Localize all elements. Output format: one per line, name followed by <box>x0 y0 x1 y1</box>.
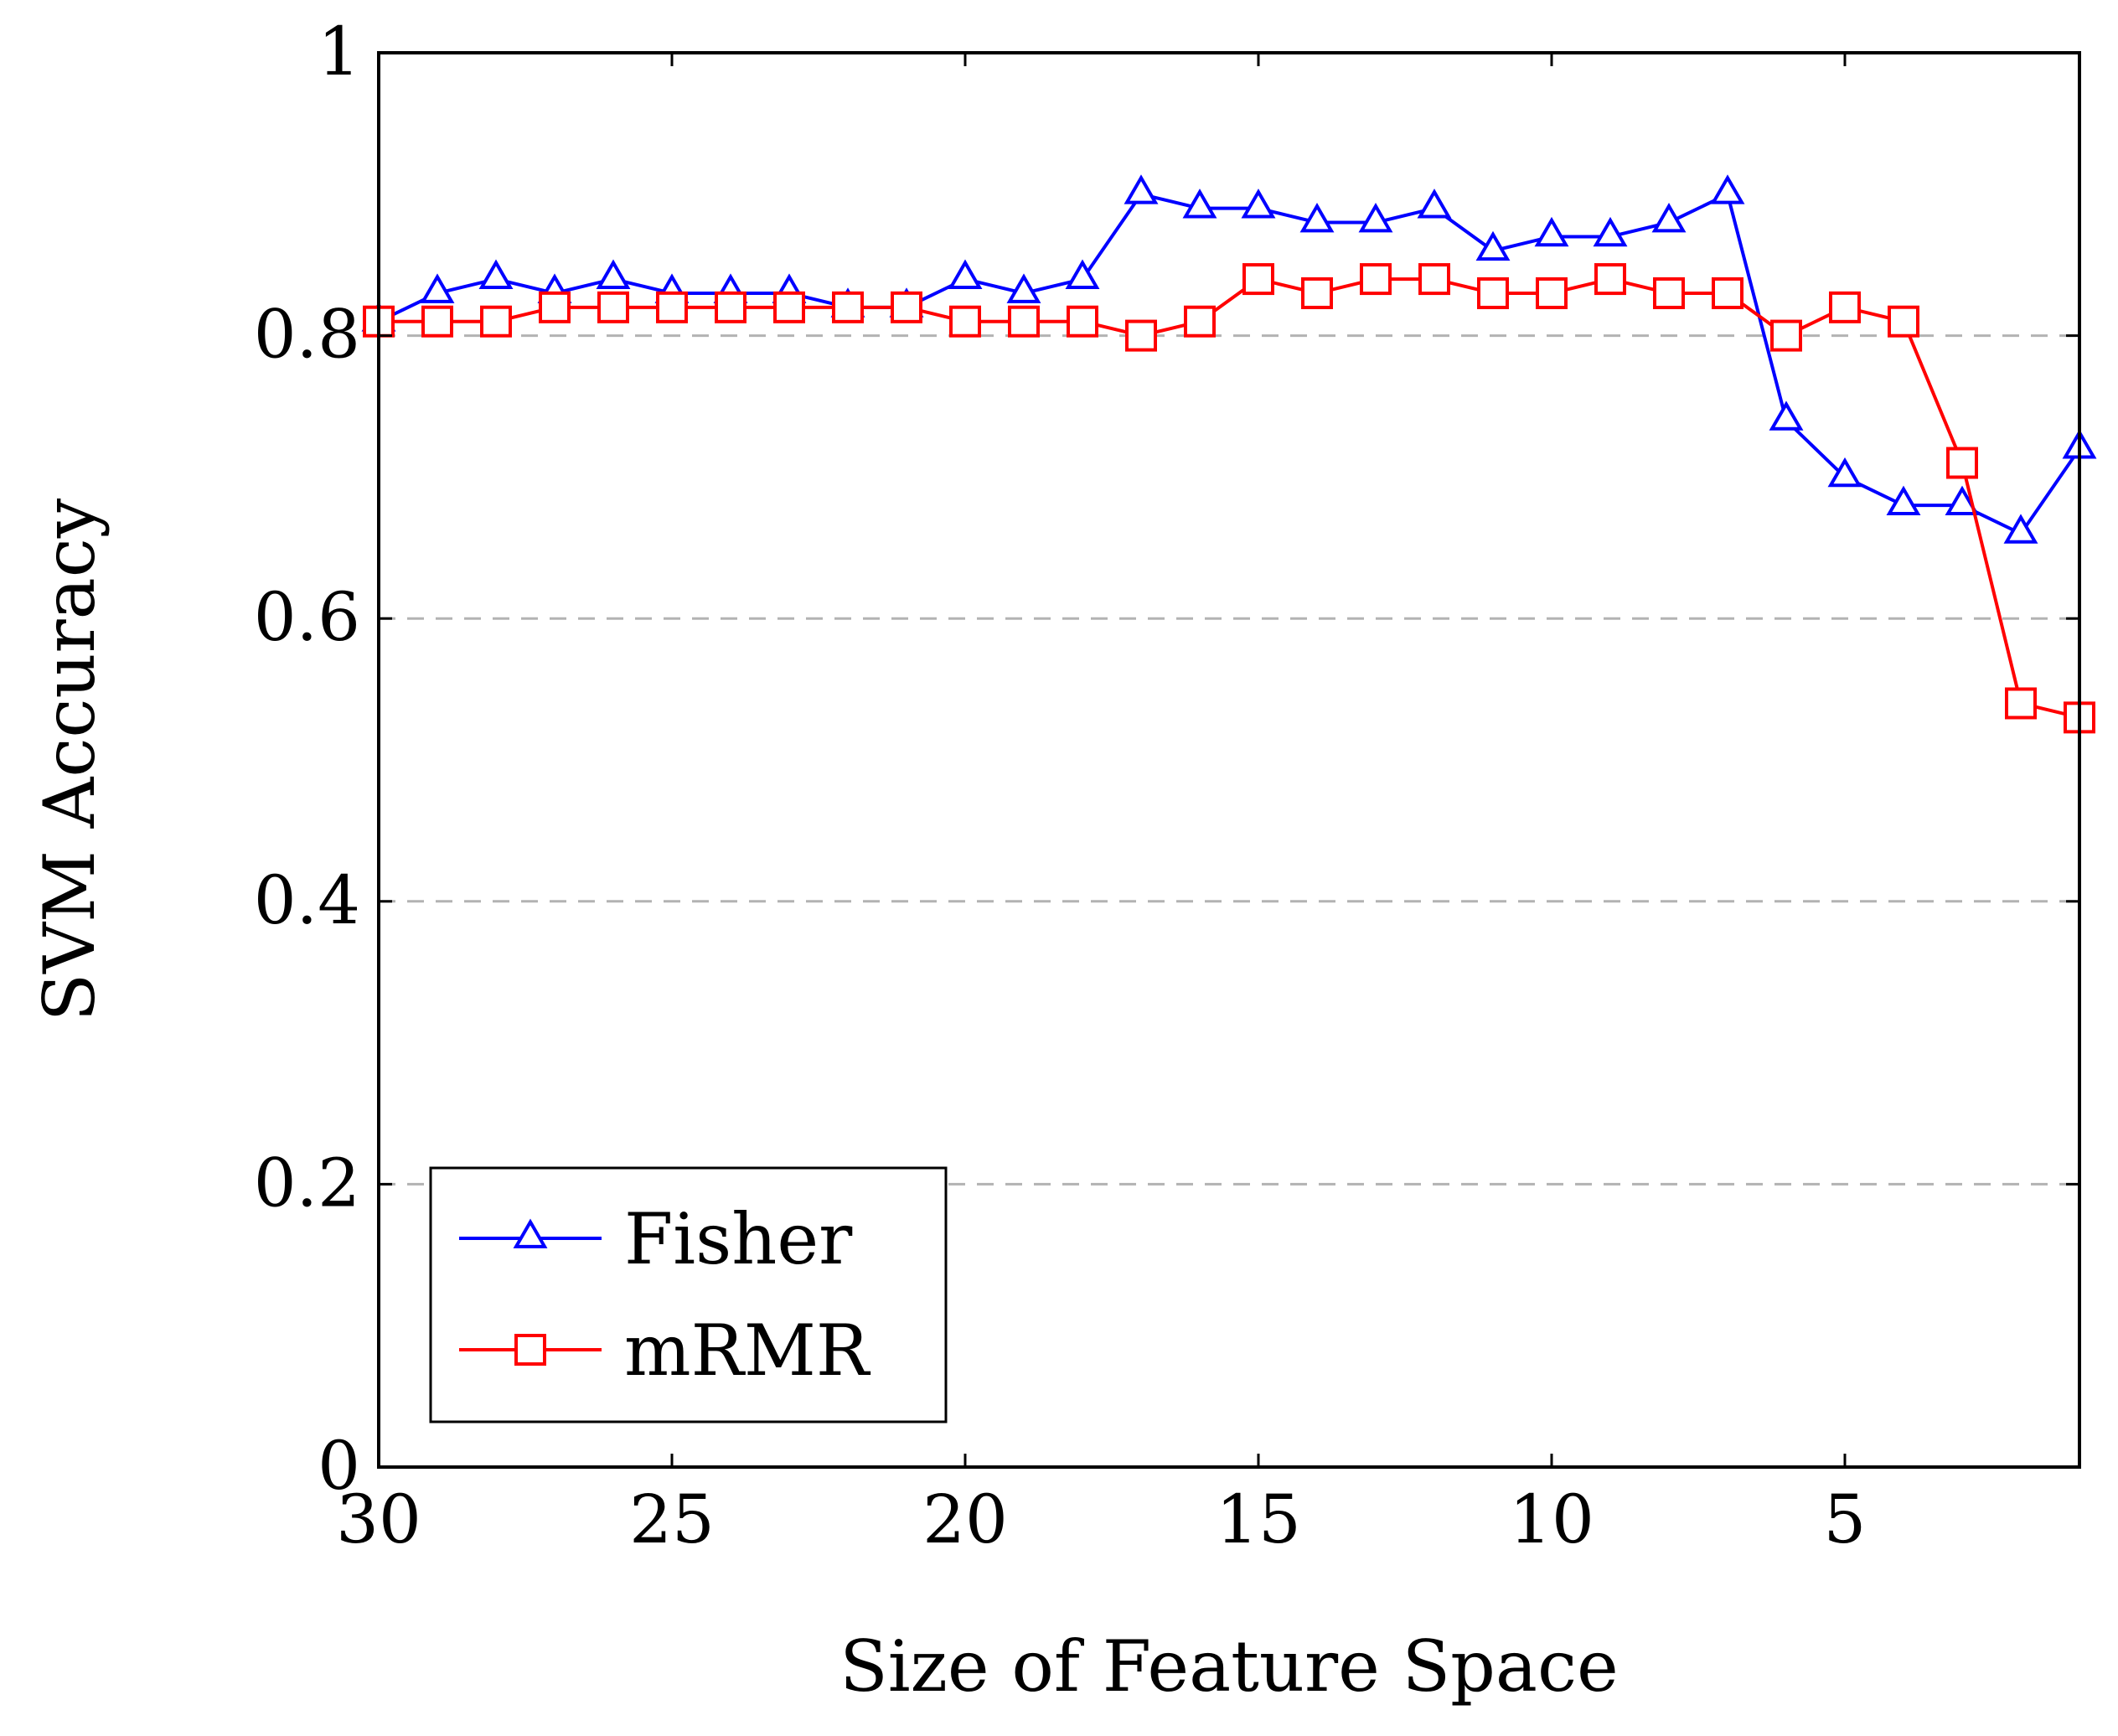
mrmr-point <box>1301 276 1333 309</box>
x-tick-label: 15 <box>1216 1480 1301 1558</box>
fisher-legend-marker <box>513 1218 548 1248</box>
fisher-point <box>1417 189 1452 219</box>
y-tick-label: 0.4 <box>254 861 360 939</box>
y-axis-title: SVM Accuracy <box>28 498 111 1021</box>
mrmr-point <box>1536 276 1568 309</box>
mrmr-point <box>1712 276 1743 309</box>
mrmr-point <box>421 305 453 338</box>
mrmr-point <box>1418 263 1450 296</box>
mrmr-point <box>1594 263 1626 296</box>
x-axis-title: Size of Feature Space <box>839 1625 1619 1708</box>
fisher-point <box>1651 203 1687 233</box>
fisher-point <box>1241 189 1276 219</box>
y-tick-label: 0.6 <box>254 578 360 656</box>
fisher-point <box>1299 203 1335 233</box>
mrmr-point <box>1653 276 1685 309</box>
mrmr-point <box>539 291 571 323</box>
mrmr-point <box>1477 276 1509 309</box>
legend-box <box>429 1166 948 1423</box>
plot-series <box>361 174 2097 734</box>
fisher-point <box>1182 189 1217 219</box>
fisher-point <box>1475 230 1511 261</box>
x-tick-label: 5 <box>1824 1480 1867 1558</box>
fisher-point <box>1886 485 1921 516</box>
fisher-point <box>1534 216 1569 247</box>
fisher-point <box>596 259 631 289</box>
mrmr-point <box>1770 319 1802 352</box>
y-tick-label: 0.8 <box>254 296 360 374</box>
fisher-point <box>1593 216 1628 247</box>
legend: Fisher mRMR <box>429 1166 948 1423</box>
mrmr-point <box>1829 291 1861 323</box>
mrmr-line <box>379 277 2080 720</box>
fisher-point <box>1358 203 1393 233</box>
mrmr-point <box>1946 447 1978 479</box>
mrmr-point <box>480 305 512 338</box>
fisher-point <box>1945 485 1980 516</box>
mrmr-point <box>891 291 922 323</box>
y-tick-label: 1 <box>318 13 360 90</box>
y-tick-label: 0 <box>318 1427 360 1505</box>
mrmr-point <box>2005 687 2037 720</box>
x-tick-label: 30 <box>336 1480 421 1558</box>
fisher-series <box>361 174 2097 544</box>
mrmr-point <box>656 291 688 323</box>
fisher-point <box>1124 174 1159 204</box>
mrmr-point <box>1888 305 1919 338</box>
fisher-point <box>1710 174 1745 204</box>
fisher-point <box>948 259 983 289</box>
mrmr-point <box>949 305 981 338</box>
x-tick-label: 25 <box>629 1480 715 1558</box>
fisher-point <box>1827 457 1862 488</box>
fisher-legend-label: Fisher <box>624 1198 853 1280</box>
plot-frame <box>377 51 2081 1469</box>
mrmr-point <box>1360 263 1392 296</box>
grid-lines <box>379 334 2079 1186</box>
fisher-point <box>2003 514 2038 544</box>
mrmr-point <box>715 291 746 323</box>
mrmr-point <box>1184 305 1216 338</box>
mrmr-point <box>832 291 864 323</box>
y-tick-label: 0.2 <box>254 1144 360 1222</box>
mrmr-point <box>1242 263 1274 296</box>
mrmr-point <box>773 291 805 323</box>
mrmr-series <box>363 263 2095 734</box>
mrmr-point <box>1067 305 1098 338</box>
mrmr-legend-marker <box>514 1334 546 1366</box>
axis-ticks: 0 0.2 0.4 0.6 0.8 1 30 25 20 15 10 5 <box>254 13 2079 1558</box>
fisher-point <box>478 259 514 289</box>
mrmr-point <box>597 291 629 323</box>
fisher-point <box>1769 400 1804 431</box>
fisher-line <box>378 192 2081 535</box>
mrmr-legend-label: mRMR <box>624 1310 871 1392</box>
fisher-point <box>1065 259 1100 289</box>
fisher-point <box>420 273 455 303</box>
mrmr-point <box>1125 319 1157 352</box>
x-tick-label: 20 <box>922 1480 1008 1558</box>
mrmr-point <box>1008 305 1040 338</box>
x-tick-label: 10 <box>1509 1480 1594 1558</box>
fisher-point <box>1006 273 1041 303</box>
